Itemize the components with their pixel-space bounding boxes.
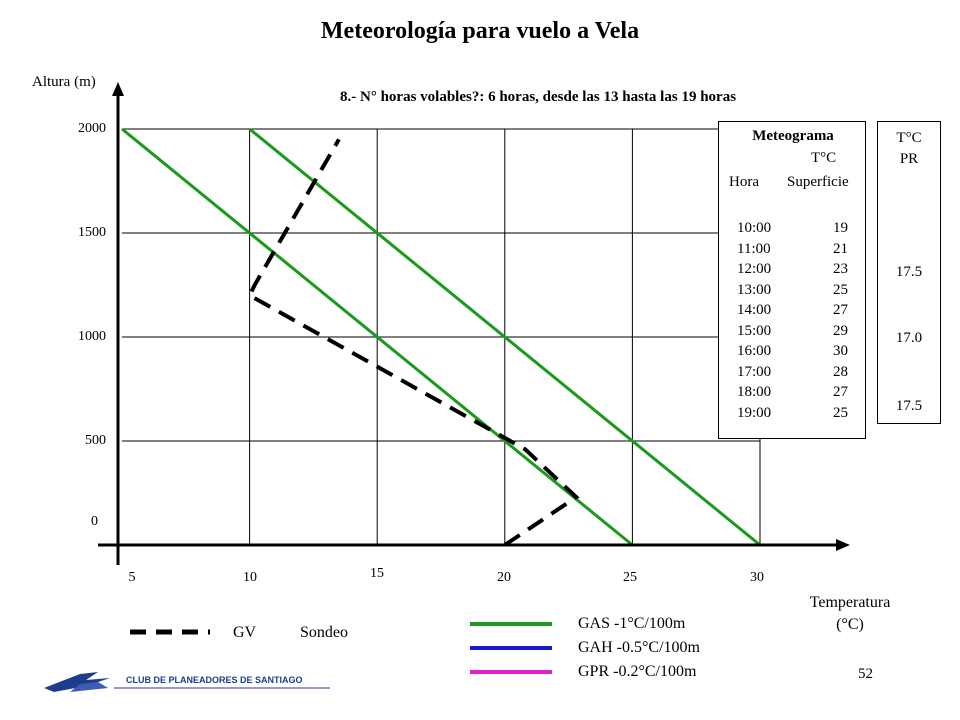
meteogram-hour-cell: 10:00 [737,220,772,236]
meteogram-hour-cell: 15:00 [737,322,772,339]
meteogram-hour-cell: 12:00 [737,261,772,277]
x-tick-label: 30 [750,570,764,585]
meteogram-temp-cell: 29 [833,322,848,339]
x-tick-label: 5 [128,570,136,585]
meteogram-hour-cell: 19:00 [737,404,772,421]
meteogram-hour-cell: 16:00 [737,343,772,359]
x-axis-label: Temperatura (°C) [790,592,910,636]
logo-text: CLUB DE PLANEADORES DE SANTIAGO [126,675,303,685]
meteogram-temp-cell: 19 [833,220,848,236]
axes [98,82,850,565]
pr-value: 17.5 [895,264,923,280]
glider-logo-icon: CLUB DE PLANEADORES DE SANTIAGO [40,668,330,694]
meteogram-temp-cell: 23 [833,261,848,277]
y-axis-arrow [112,82,124,96]
pr-header-pr: PR [899,151,919,167]
meteogram-temp-cell: 28 [833,363,848,380]
gas-line [248,127,761,547]
meteogram-temp-cell: 25 [833,281,848,298]
meteogram-hour-cell: 18:00 [737,384,772,400]
sondeo-line [246,138,580,547]
x-tick-label: 25 [623,570,637,585]
y-tick-label: 1500 [78,225,106,240]
gas-line [121,127,634,547]
series-layer [121,127,761,547]
x-axis-label-line2: (°C) [836,616,864,633]
meteogram-hour-cell: 13:00 [737,281,772,298]
y-tick-label: 0 [91,514,98,529]
x-tick-label: 15 [370,566,384,581]
legend-gv-label: GV [233,624,257,641]
x-axis-arrow [836,539,850,551]
club-logo: CLUB DE PLANEADORES DE SANTIAGO [40,668,330,699]
meteogram-table: Meteograma T°C Hora Superficie 10:00 19 11… [718,121,866,439]
meteogram-hour-cell: 11:00 [737,240,771,257]
meteogram-temp-cell: 21 [833,240,848,257]
meteogram-temp-cell: 27 [833,302,848,318]
meteogram-hour-header: Hora [729,174,759,190]
meteogram-temp-header: T°C [811,150,837,166]
meteogram-temp-cell: 30 [833,343,848,359]
legend-gah-label: GAH -0.5°C/100m [578,639,700,656]
legend-gpr-label: GPR -0.2°C/100m [578,663,697,680]
meteogram-temp-cell: 27 [833,384,848,400]
meteogram-title: Meteograma [752,128,834,144]
meteogram-surface-header: Superficie [787,174,849,190]
x-tick-label: 10 [243,570,257,585]
pr-temperature-box: T°C PR 17.5 17.0 17.5 [877,121,941,424]
legend-gas-label: GAS -1°C/100m [578,615,686,632]
y-tick-label: 500 [85,433,106,448]
pr-value: 17.5 [895,398,923,414]
x-tick-label: 20 [497,570,511,585]
meteogram-hour-cell: 17:00 [737,363,772,380]
legend-lines [130,622,552,674]
y-axis-label: Altura (m) [32,74,96,90]
pr-value: 17.0 [895,330,923,346]
legend-sondeo-label: Sondeo [300,624,348,641]
page-number: 52 [858,666,873,682]
meteogram-temp-cell: 25 [833,404,848,421]
chart-title: Meteorología para vuelo a Vela [320,18,640,44]
meteogram-hour-cell: 14:00 [737,302,772,318]
y-tick-label: 1000 [78,329,106,344]
chart-subtitle: 8.- N° horas volables?: 6 horas, desde l… [340,89,737,105]
pr-header-temp: T°C [896,130,922,146]
y-tick-label: 2000 [78,121,106,136]
grid [122,128,761,545]
x-axis-label-line1: Temperatura [809,594,891,611]
